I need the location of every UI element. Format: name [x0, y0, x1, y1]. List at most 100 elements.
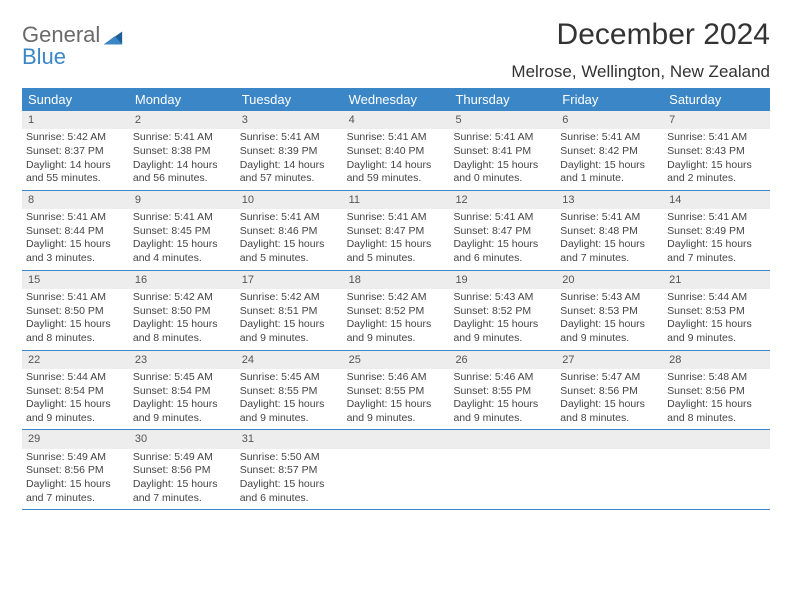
day-body: Sunrise: 5:41 AMSunset: 8:48 PMDaylight:… [556, 209, 663, 270]
sunset-text: Sunset: 8:55 PM [240, 385, 339, 399]
sunrise-text: Sunrise: 5:43 AM [560, 291, 659, 305]
sunset-text: Sunset: 8:56 PM [560, 385, 659, 399]
sunset-text: Sunset: 8:38 PM [133, 145, 232, 159]
daylight-text: and 57 minutes. [240, 172, 339, 186]
day-number: 15 [22, 271, 129, 289]
sunrise-text: Sunrise: 5:41 AM [133, 211, 232, 225]
day-cell: 31Sunrise: 5:50 AMSunset: 8:57 PMDayligh… [236, 430, 343, 509]
daylight-text: and 9 minutes. [133, 412, 232, 426]
day-number: 14 [663, 191, 770, 209]
day-cell: 14Sunrise: 5:41 AMSunset: 8:49 PMDayligh… [663, 191, 770, 270]
day-cell: 27Sunrise: 5:47 AMSunset: 8:56 PMDayligh… [556, 351, 663, 430]
weekday-header: Sunday [22, 88, 129, 111]
sunset-text: Sunset: 8:55 PM [453, 385, 552, 399]
day-cell: 6Sunrise: 5:41 AMSunset: 8:42 PMDaylight… [556, 111, 663, 190]
sunset-text: Sunset: 8:57 PM [240, 464, 339, 478]
day-cell: 3Sunrise: 5:41 AMSunset: 8:39 PMDaylight… [236, 111, 343, 190]
sunrise-text: Sunrise: 5:45 AM [133, 371, 232, 385]
sunset-text: Sunset: 8:51 PM [240, 305, 339, 319]
location-text: Melrose, Wellington, New Zealand [511, 62, 770, 82]
week-row: 1Sunrise: 5:42 AMSunset: 8:37 PMDaylight… [22, 111, 770, 191]
weekday-header: Friday [556, 88, 663, 111]
sunrise-text: Sunrise: 5:41 AM [26, 291, 125, 305]
day-number: 23 [129, 351, 236, 369]
daylight-text: Daylight: 15 hours [453, 159, 552, 173]
sunrise-text: Sunrise: 5:43 AM [453, 291, 552, 305]
sunrise-text: Sunrise: 5:41 AM [133, 131, 232, 145]
daylight-text: Daylight: 15 hours [240, 398, 339, 412]
day-cell: 7Sunrise: 5:41 AMSunset: 8:43 PMDaylight… [663, 111, 770, 190]
daylight-text: and 9 minutes. [240, 412, 339, 426]
day-number: 25 [343, 351, 450, 369]
day-cell: 19Sunrise: 5:43 AMSunset: 8:52 PMDayligh… [449, 271, 556, 350]
sunrise-text: Sunrise: 5:41 AM [240, 211, 339, 225]
daylight-text: and 3 minutes. [26, 252, 125, 266]
sunset-text: Sunset: 8:56 PM [26, 464, 125, 478]
sunset-text: Sunset: 8:45 PM [133, 225, 232, 239]
daylight-text: and 1 minute. [560, 172, 659, 186]
day-number: 13 [556, 191, 663, 209]
sunrise-text: Sunrise: 5:49 AM [26, 451, 125, 465]
sunset-text: Sunset: 8:50 PM [26, 305, 125, 319]
day-body: Sunrise: 5:41 AMSunset: 8:45 PMDaylight:… [129, 209, 236, 270]
day-number: 28 [663, 351, 770, 369]
sunset-text: Sunset: 8:50 PM [133, 305, 232, 319]
daylight-text: and 9 minutes. [667, 332, 766, 346]
daylight-text: Daylight: 15 hours [667, 398, 766, 412]
day-number: 1 [22, 111, 129, 129]
daylight-text: Daylight: 15 hours [133, 318, 232, 332]
daylight-text: Daylight: 14 hours [240, 159, 339, 173]
sunrise-text: Sunrise: 5:42 AM [347, 291, 446, 305]
sunrise-text: Sunrise: 5:44 AM [667, 291, 766, 305]
daylight-text: Daylight: 15 hours [133, 238, 232, 252]
day-body: Sunrise: 5:49 AMSunset: 8:56 PMDaylight:… [22, 449, 129, 510]
day-body: Sunrise: 5:43 AMSunset: 8:52 PMDaylight:… [449, 289, 556, 350]
sunset-text: Sunset: 8:42 PM [560, 145, 659, 159]
day-number: 29 [22, 430, 129, 448]
sunrise-text: Sunrise: 5:44 AM [26, 371, 125, 385]
day-number: . [449, 430, 556, 448]
daylight-text: Daylight: 15 hours [240, 238, 339, 252]
daylight-text: and 9 minutes. [347, 412, 446, 426]
sunrise-text: Sunrise: 5:41 AM [453, 131, 552, 145]
day-number: 7 [663, 111, 770, 129]
daylight-text: and 9 minutes. [240, 332, 339, 346]
daylight-text: and 56 minutes. [133, 172, 232, 186]
daylight-text: Daylight: 15 hours [26, 398, 125, 412]
day-cell: 2Sunrise: 5:41 AMSunset: 8:38 PMDaylight… [129, 111, 236, 190]
day-cell: 17Sunrise: 5:42 AMSunset: 8:51 PMDayligh… [236, 271, 343, 350]
sunset-text: Sunset: 8:41 PM [453, 145, 552, 159]
day-number: 26 [449, 351, 556, 369]
sunset-text: Sunset: 8:47 PM [453, 225, 552, 239]
day-number: 30 [129, 430, 236, 448]
logo: General Blue [22, 18, 124, 68]
sunset-text: Sunset: 8:54 PM [26, 385, 125, 399]
daylight-text: Daylight: 15 hours [667, 159, 766, 173]
day-number: 24 [236, 351, 343, 369]
day-cell: 13Sunrise: 5:41 AMSunset: 8:48 PMDayligh… [556, 191, 663, 270]
daylight-text: Daylight: 15 hours [240, 318, 339, 332]
day-cell: 5Sunrise: 5:41 AMSunset: 8:41 PMDaylight… [449, 111, 556, 190]
day-cell: 20Sunrise: 5:43 AMSunset: 8:53 PMDayligh… [556, 271, 663, 350]
daylight-text: Daylight: 15 hours [347, 398, 446, 412]
day-body: Sunrise: 5:46 AMSunset: 8:55 PMDaylight:… [343, 369, 450, 430]
day-body: Sunrise: 5:50 AMSunset: 8:57 PMDaylight:… [236, 449, 343, 510]
daylight-text: and 2 minutes. [667, 172, 766, 186]
daylight-text: and 9 minutes. [453, 332, 552, 346]
day-cell: 18Sunrise: 5:42 AMSunset: 8:52 PMDayligh… [343, 271, 450, 350]
sunrise-text: Sunrise: 5:41 AM [347, 131, 446, 145]
sunrise-text: Sunrise: 5:41 AM [560, 131, 659, 145]
sunset-text: Sunset: 8:40 PM [347, 145, 446, 159]
week-row: 8Sunrise: 5:41 AMSunset: 8:44 PMDaylight… [22, 191, 770, 271]
daylight-text: and 9 minutes. [560, 332, 659, 346]
day-number: . [556, 430, 663, 448]
day-cell: 29Sunrise: 5:49 AMSunset: 8:56 PMDayligh… [22, 430, 129, 509]
daylight-text: and 8 minutes. [133, 332, 232, 346]
day-cell: 1Sunrise: 5:42 AMSunset: 8:37 PMDaylight… [22, 111, 129, 190]
day-number: 3 [236, 111, 343, 129]
daylight-text: and 6 minutes. [240, 492, 339, 506]
day-number: 6 [556, 111, 663, 129]
day-body: Sunrise: 5:41 AMSunset: 8:42 PMDaylight:… [556, 129, 663, 190]
day-cell: 24Sunrise: 5:45 AMSunset: 8:55 PMDayligh… [236, 351, 343, 430]
day-number: 4 [343, 111, 450, 129]
